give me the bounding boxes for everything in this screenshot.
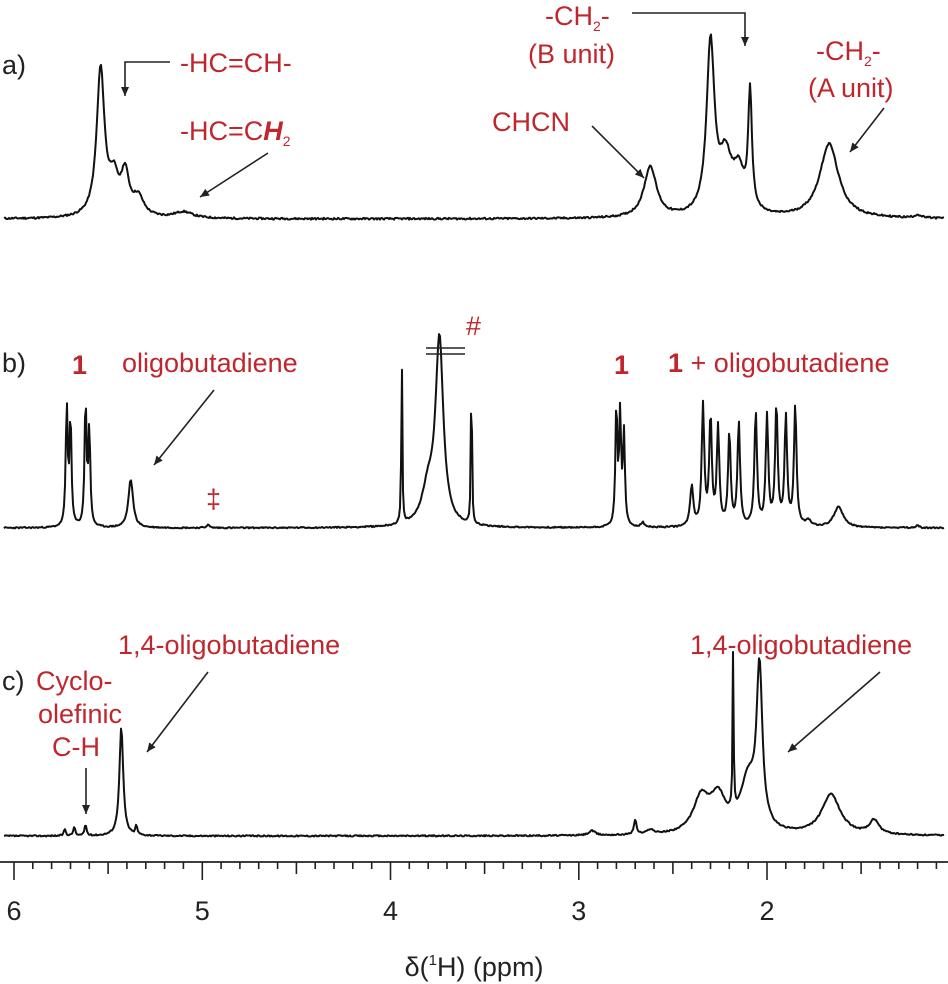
panel-label-b: b) [2,348,26,378]
annotation-compound-1-plus-oligobutadiene: 1 + oligobutadiene [668,348,889,378]
annotation-cyclo-line1: Cyclo- [36,666,113,696]
arrow-oligobutadiene-14-olefinic [146,671,209,753]
x-tick-label: 5 [195,896,210,926]
panel-c: c) Cyclo- olefinic C-H 1,4-oligobutadien… [2,630,945,838]
annotation-a-unit: (A unit) [808,73,894,103]
panel-b: b) 1 oligobutadiene ‡ # 1 1 + oligobutad… [2,311,945,530]
annotation-double-dagger: ‡ [206,484,221,514]
annotation-compound-1-allylic: 1 [614,350,629,380]
x-tick-label: 2 [759,896,774,926]
x-tick-label: 6 [6,896,21,926]
arrow-oligobutadiene-olefinic [153,389,215,466]
annotation-ch2-b-unit: -CH2- [545,1,610,34]
arrow-oligobutadiene-14-aliphatic [787,671,881,753]
arrow-vinyl-ch2 [199,152,269,198]
annotation-chcn: CHCN [492,107,570,137]
spectrum-trace-c [4,650,945,838]
x-tick-label: 3 [571,896,586,926]
annotation-vinyl-ch2: -HC=CH2 [180,116,291,149]
x-axis-title: δ(1H) (ppm) [405,952,544,982]
panel-label-a: a) [2,50,26,80]
spectrum-trace-a [3,33,945,221]
arrow-ch2-a-unit [849,107,885,153]
annotation-oligobutadiene-olefinic: oligobutadiene [122,348,298,378]
annotation-cyclo-line3: C-H [52,732,100,762]
annotation-alkene-ch: -HC=CH- [180,48,292,78]
arrow-chcn [591,125,645,179]
panel-label-c: c) [2,666,25,696]
spectrum-trace-b [3,333,945,530]
x-tick-label: 4 [383,896,398,926]
x-axis-ticks [13,862,938,880]
annotation-b-unit: (B unit) [528,39,615,69]
x-axis: 6 5 4 3 2 δ(1H) (ppm) [0,861,948,982]
annotation-cyclo-line2: olefinic [38,699,122,729]
annotation-compound-1-olefinic: 1 [72,350,87,380]
annotation-oligobutadiene-14-olefinic: 1,4-oligobutadiene [118,630,340,660]
panel-a: a) -HC=CH- -HC=CH2 CHCN -CH2- (B unit) -… [2,1,945,221]
annotation-hash: # [466,311,481,341]
arrow-alkene-ch [121,61,170,96]
annotation-oligobutadiene-14-aliphatic: 1,4-oligobutadiene [690,630,912,660]
arrow-ch2-b-unit [632,12,749,46]
annotation-ch2-a-unit: -CH2- [816,36,881,69]
x-axis-tick-labels: 6 5 4 3 2 [6,896,774,926]
